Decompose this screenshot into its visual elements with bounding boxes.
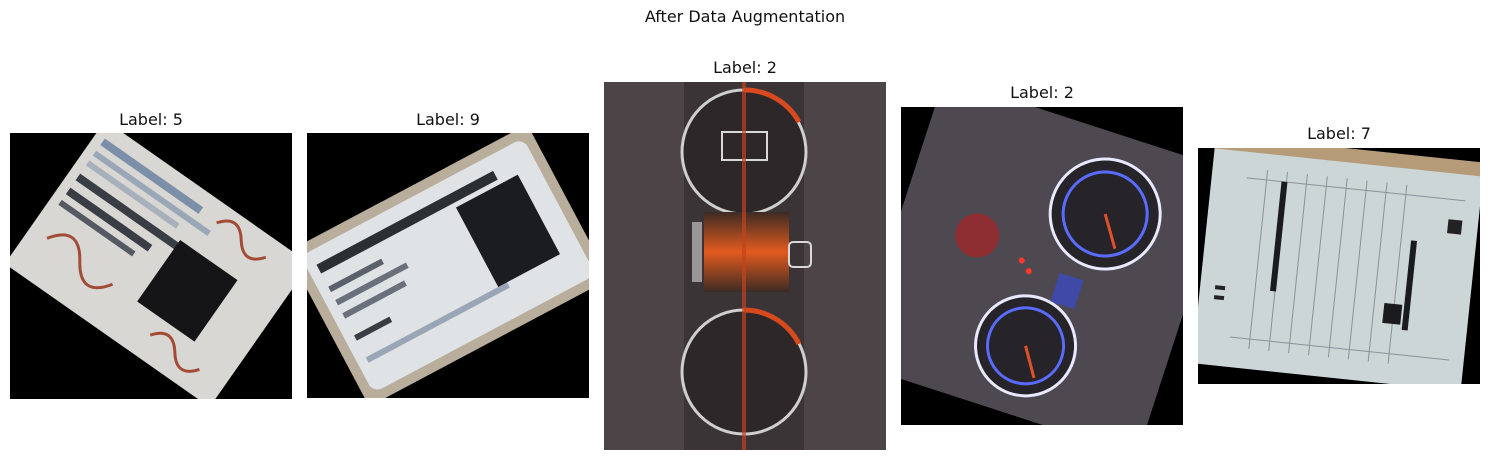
panel-2: Label: 9 xyxy=(307,110,589,400)
augmented-image xyxy=(307,133,589,398)
panel-label: Label: 9 xyxy=(416,110,480,129)
augmented-image xyxy=(604,82,886,450)
panel-label: Label: 2 xyxy=(713,58,777,77)
panel-5: Label: 7 xyxy=(1198,124,1480,386)
augmented-image xyxy=(1198,148,1480,384)
panel-label: Label: 5 xyxy=(119,110,183,129)
figure-title: After Data Augmentation xyxy=(644,7,846,26)
angled-instrument-cluster-image xyxy=(901,107,1183,425)
augmented-image xyxy=(901,107,1183,425)
panel-label: Label: 2 xyxy=(1010,83,1074,102)
rotated-document-image xyxy=(10,133,292,399)
panel-label: Label: 7 xyxy=(1307,124,1371,143)
panel-1: Label: 5 xyxy=(10,110,292,400)
rotated-form-document-image xyxy=(1198,148,1480,384)
augmented-image xyxy=(10,133,292,399)
rotated-id-card-image xyxy=(307,133,589,398)
panel-4: Label: 2 xyxy=(901,83,1183,427)
panel-3: Label: 2 xyxy=(604,58,886,452)
instrument-cluster-image xyxy=(604,82,886,450)
